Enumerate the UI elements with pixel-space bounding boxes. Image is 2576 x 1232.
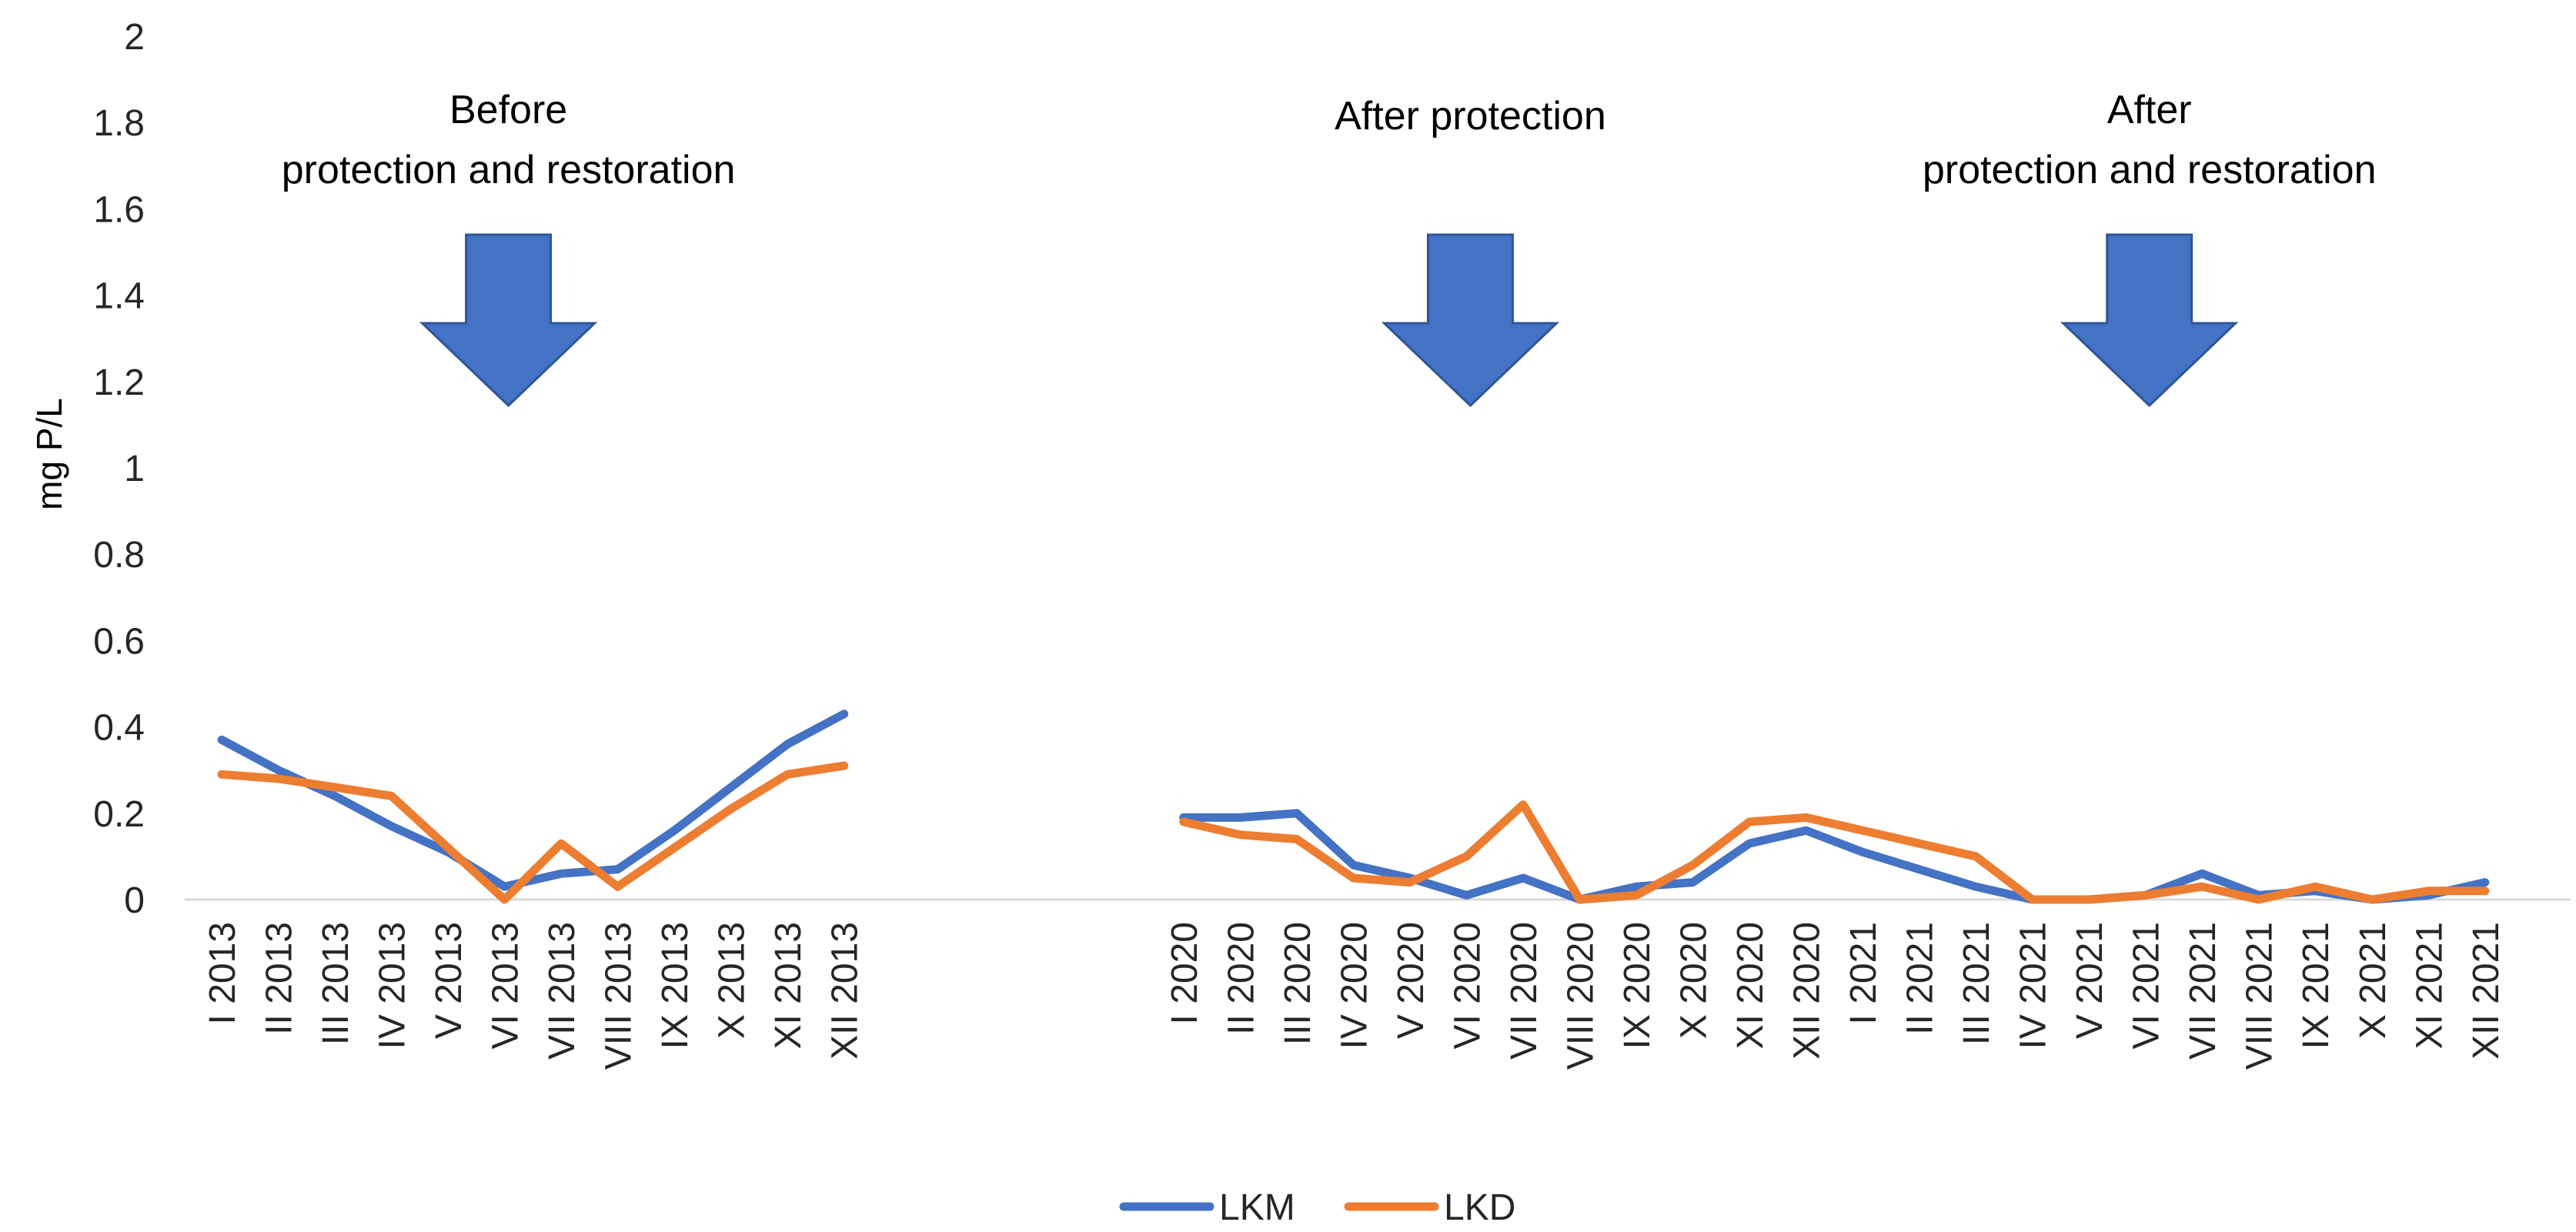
x-tick-label: IX 2013 <box>655 922 696 1049</box>
y-tick-label: 2 <box>124 17 145 58</box>
annotation-before-line: Before <box>449 88 567 132</box>
series-lines <box>217 709 2490 904</box>
down-arrow-icon <box>419 233 598 408</box>
legend-label-lkd: LKD <box>1444 1187 1515 1228</box>
x-tick-label: I 2021 <box>1843 922 1884 1024</box>
legend: LKM LKD <box>1119 1187 1515 1228</box>
x-tick-label: II 2013 <box>259 922 300 1035</box>
x-tick-label: VIII 2020 <box>1560 922 1601 1070</box>
y-tick-label: 0.8 <box>93 535 145 576</box>
y-axis-ticks: 0 0.2 0.4 0.6 0.8 1 1.2 1.4 1.6 1.8 2 <box>93 17 145 921</box>
x-tick-label: XII 2021 <box>2466 922 2507 1060</box>
x-tick-label: VII 2021 <box>2183 922 2224 1060</box>
x-tick-label: X 2020 <box>1674 922 1715 1039</box>
x-tick-label: V 2020 <box>1391 922 1432 1039</box>
x-axis-ticks: I 2013 II 2013 III 2013 IV 2013 V 2013 VI 201… <box>202 922 2507 1070</box>
annotation-after-protection-line: After protection <box>1335 94 1606 139</box>
x-tick-label: VIII 2013 <box>599 922 640 1070</box>
x-tick-label: VIII 2021 <box>2240 922 2280 1070</box>
x-tick-label: IX 2020 <box>1617 922 1658 1049</box>
y-tick-label: 1.4 <box>93 276 145 317</box>
x-tick-label: XI 2020 <box>1730 922 1771 1049</box>
x-tick-label: VII 2020 <box>1504 922 1545 1060</box>
x-tick-label: XII 2020 <box>1787 922 1828 1060</box>
y-tick-label: 0 <box>124 880 145 921</box>
x-tick-label: VII 2013 <box>542 922 583 1060</box>
y-tick-label: 1 <box>124 449 145 489</box>
x-tick-label: IV 2021 <box>2013 922 2054 1049</box>
x-tick-label: VI 2020 <box>1447 922 1488 1049</box>
y-tick-label: 1.6 <box>93 189 145 230</box>
annotation-before-line: protection and restoration <box>282 148 736 192</box>
x-tick-label: III 2020 <box>1278 922 1318 1045</box>
x-tick-label: VI 2021 <box>2127 922 2167 1049</box>
x-tick-label: V 2013 <box>429 922 469 1039</box>
down-arrow-icon <box>2060 233 2239 408</box>
x-tick-label: X 2013 <box>712 922 753 1039</box>
x-tick-label: I 2020 <box>1164 922 1205 1024</box>
x-tick-label: I 2013 <box>202 922 243 1024</box>
x-tick-label: II 2021 <box>1900 922 1941 1035</box>
annotation-after-restoration-line: After <box>2107 88 2192 132</box>
x-tick-label: III 2013 <box>316 922 356 1045</box>
y-tick-label: 0.4 <box>93 708 145 749</box>
x-tick-label: XI 2021 <box>2409 922 2450 1049</box>
y-tick-label: 0.6 <box>93 621 145 662</box>
x-tick-label: IX 2021 <box>2296 922 2337 1049</box>
series-line-lkd <box>1179 800 2490 904</box>
x-tick-label: V 2021 <box>2070 922 2110 1039</box>
x-tick-label: XII 2013 <box>825 922 866 1060</box>
x-tick-label: II 2020 <box>1221 922 1261 1035</box>
x-tick-label: XI 2013 <box>768 922 809 1049</box>
legend-label-lkm: LKM <box>1219 1187 1295 1228</box>
y-tick-label: 1.8 <box>93 103 145 144</box>
down-arrow-icon <box>1381 233 1560 408</box>
y-tick-label: 1.2 <box>93 362 145 403</box>
y-tick-label: 0.2 <box>93 794 145 835</box>
annotations: Before protection and restoration After pr… <box>282 88 2377 408</box>
x-tick-label: IV 2013 <box>373 922 413 1049</box>
x-tick-label: III 2021 <box>1956 922 1997 1045</box>
series-line-lkd <box>217 761 849 904</box>
series-line-lkm <box>217 709 849 891</box>
annotation-after-restoration-line: protection and restoration <box>1923 148 2377 192</box>
x-tick-label: VI 2013 <box>486 922 526 1049</box>
x-tick-label: IV 2020 <box>1334 922 1375 1049</box>
x-tick-label: X 2021 <box>2353 922 2394 1039</box>
y-axis-label: mg P/L <box>29 398 69 510</box>
